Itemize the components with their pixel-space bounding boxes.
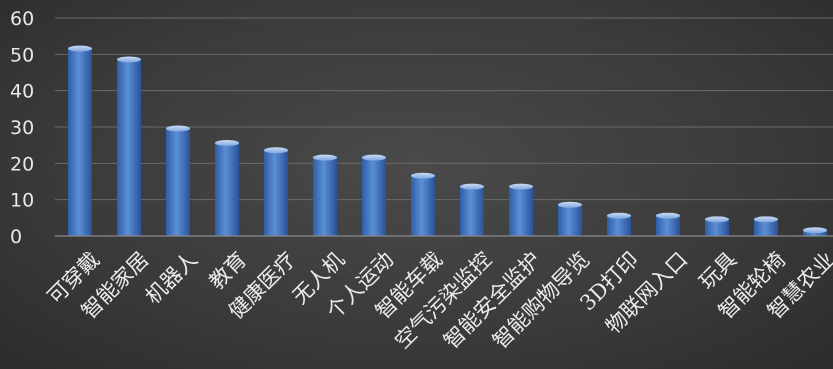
bar-body <box>705 217 729 236</box>
bar-body <box>754 217 778 236</box>
bar <box>509 183 533 236</box>
bar-body <box>166 127 190 236</box>
y-tick-label: 20 <box>10 153 34 175</box>
bar <box>362 154 386 236</box>
bar-body <box>264 148 288 236</box>
bar <box>117 56 141 236</box>
bar <box>166 125 190 236</box>
bar-cap <box>558 201 582 208</box>
bar-cap <box>607 212 631 219</box>
bar <box>803 227 827 236</box>
y-tick-label: 60 <box>10 8 34 30</box>
bar-body <box>411 174 435 236</box>
bar-cap <box>411 172 435 179</box>
bar-body <box>558 203 582 236</box>
bar <box>313 154 337 236</box>
bar-cap <box>117 56 141 63</box>
bar-cap <box>264 147 288 154</box>
bar-cap <box>215 140 239 147</box>
bar-cap <box>313 154 337 161</box>
bar-body <box>362 156 386 236</box>
y-tick-label: 0 <box>10 226 22 248</box>
bar <box>411 172 435 236</box>
bar-body <box>117 57 141 236</box>
y-tick-label: 30 <box>10 117 34 139</box>
y-tick-label: 50 <box>10 44 34 66</box>
bar-cap <box>705 216 729 223</box>
bar <box>705 216 729 236</box>
bar-cap <box>656 212 680 219</box>
bar-body <box>313 156 337 236</box>
y-tick-label: 10 <box>10 190 34 212</box>
bar-body <box>68 47 92 236</box>
bar <box>607 212 631 236</box>
bar-cap <box>166 125 190 132</box>
bar <box>264 147 288 236</box>
bar-body <box>509 185 533 236</box>
bar-cap <box>754 216 778 223</box>
bar-cap <box>460 183 484 190</box>
bar <box>558 201 582 236</box>
y-axis-ticks: 0 10 20 30 40 50 60 <box>10 8 34 248</box>
bar <box>215 140 239 236</box>
bar-body <box>656 214 680 236</box>
bar <box>68 45 92 236</box>
bar-cap <box>803 227 827 234</box>
bar-body <box>215 141 239 236</box>
bar-body <box>607 214 631 236</box>
bar-body <box>460 185 484 236</box>
bar <box>460 183 484 236</box>
x-category-label: 机器人 <box>141 247 203 309</box>
bars <box>68 45 827 236</box>
y-tick-label: 40 <box>10 81 34 103</box>
bar-cap <box>68 45 92 52</box>
bar <box>656 212 680 236</box>
bar <box>754 216 778 236</box>
bar-cap <box>509 183 533 190</box>
bar-cap <box>362 154 386 161</box>
